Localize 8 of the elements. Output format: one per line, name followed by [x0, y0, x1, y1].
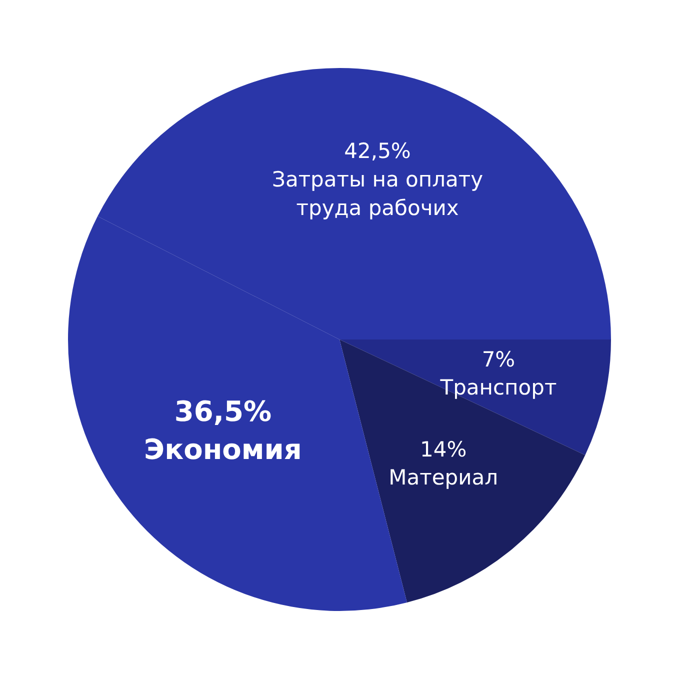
- slice-label: Затраты на оплату труда рабочих: [272, 168, 484, 220]
- slice-label: Экономия: [144, 433, 302, 466]
- slice-label: Материал: [388, 466, 498, 490]
- data-label: 36,5%: [174, 395, 272, 428]
- data-label: 42,5%: [344, 139, 411, 164]
- data-label: 14%: [420, 437, 467, 462]
- data-label: 7%: [482, 347, 516, 372]
- slice-label: Транспорт: [439, 376, 557, 400]
